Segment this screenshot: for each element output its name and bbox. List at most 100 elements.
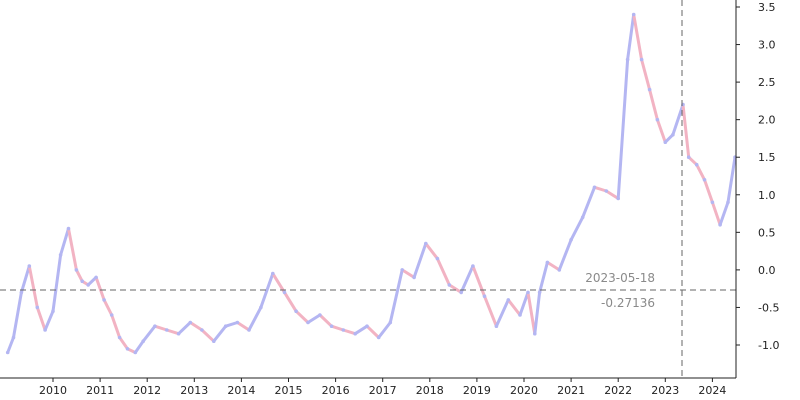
crosshair-value-label: -0.27136 (601, 296, 655, 310)
series-segment (710, 200, 722, 227)
series-point (86, 283, 90, 287)
series-point (482, 294, 487, 299)
series-point (710, 200, 715, 205)
series-point (718, 223, 722, 227)
series-point (557, 268, 562, 272)
series-point (294, 309, 298, 314)
y-tick-label: 0.0 (758, 264, 776, 277)
series-point (153, 324, 157, 329)
series-point (247, 328, 251, 332)
series-segment (74, 268, 84, 283)
series-segment (133, 339, 145, 354)
series-point (545, 260, 550, 265)
series-segment (671, 103, 685, 137)
y-tick-label: 1.5 (758, 151, 776, 164)
series-point (353, 331, 358, 336)
series-segment (200, 328, 216, 343)
series-point (11, 335, 16, 340)
series-segment (640, 58, 652, 92)
series-point (580, 215, 585, 220)
series-segment (365, 324, 381, 339)
series-segment (494, 298, 510, 328)
plot-area: 2023-05-18 -0.27136 (0, 0, 737, 378)
series-segment (235, 321, 251, 332)
series-point (19, 290, 24, 295)
x-tick-label: 2022 (604, 384, 632, 397)
x-tick-label: 2011 (86, 384, 114, 397)
series-segment (43, 309, 55, 332)
series-segment (86, 275, 98, 287)
series-segment (533, 290, 542, 336)
series-point (282, 290, 287, 295)
series-point (655, 117, 660, 122)
series-point (647, 87, 652, 92)
series-segment (632, 13, 644, 62)
series-segment (94, 275, 106, 302)
series-point (569, 238, 573, 242)
series-segment (703, 178, 714, 204)
series-point (686, 155, 691, 159)
series-point (165, 328, 169, 332)
series-segment (224, 321, 239, 328)
x-tick-label: 2010 (39, 384, 67, 397)
x-tick-label: 2015 (275, 384, 303, 397)
series-segment (377, 321, 392, 339)
series-segment (412, 242, 428, 279)
series-segment (59, 227, 70, 257)
series-point (318, 313, 322, 317)
series-segment (153, 324, 169, 332)
series-point (51, 309, 55, 314)
series-point (102, 298, 106, 302)
series-segment (471, 264, 486, 298)
series-point (631, 12, 636, 17)
series-point (125, 347, 130, 351)
series-segment (110, 313, 122, 339)
series-point (117, 335, 122, 340)
series-segment (681, 103, 691, 159)
series-segment (51, 253, 63, 313)
x-tick-label: 2019 (463, 384, 491, 397)
series-point (663, 140, 668, 144)
series-segment (6, 336, 15, 354)
series-segment (435, 257, 451, 287)
crosshair-date-label: 2023-05-18 (585, 271, 655, 285)
series-segment (212, 324, 228, 343)
series-segment (569, 215, 585, 242)
series-point (66, 226, 71, 231)
series-point (533, 331, 537, 336)
series-segment (687, 155, 699, 167)
series-segment (718, 200, 730, 227)
series-point (329, 324, 334, 329)
series-point (74, 268, 79, 272)
series-segment (188, 321, 204, 332)
series-point (726, 200, 730, 205)
series-point (176, 331, 181, 336)
series-point (400, 268, 405, 272)
series-segment (581, 185, 596, 219)
series-segment (118, 336, 129, 351)
series-segment (695, 163, 706, 182)
series-segment (538, 260, 549, 294)
series-point (412, 275, 416, 280)
series-point (424, 241, 428, 246)
series-segment (177, 321, 192, 336)
y-tick-label: -0.5 (758, 301, 779, 314)
x-tick-label: 2016 (322, 384, 350, 397)
series-point (694, 162, 699, 167)
series-segment (141, 324, 157, 343)
series-segment (400, 268, 416, 279)
series-point (306, 320, 310, 325)
series-point (271, 271, 275, 276)
series-segment (259, 272, 275, 309)
x-tick-label: 2018 (416, 384, 444, 397)
series-point (388, 320, 393, 325)
series-segment (483, 294, 498, 328)
x-axis: 2010 2011 2012 2013 2014 2015 2016 2017 2018 2019… (0, 377, 736, 397)
x-tick-label: 2017 (369, 384, 397, 397)
series-segment (247, 305, 263, 332)
series-segment (604, 189, 620, 200)
series-point (471, 264, 475, 268)
series-point (365, 324, 369, 329)
series-point (341, 328, 346, 332)
